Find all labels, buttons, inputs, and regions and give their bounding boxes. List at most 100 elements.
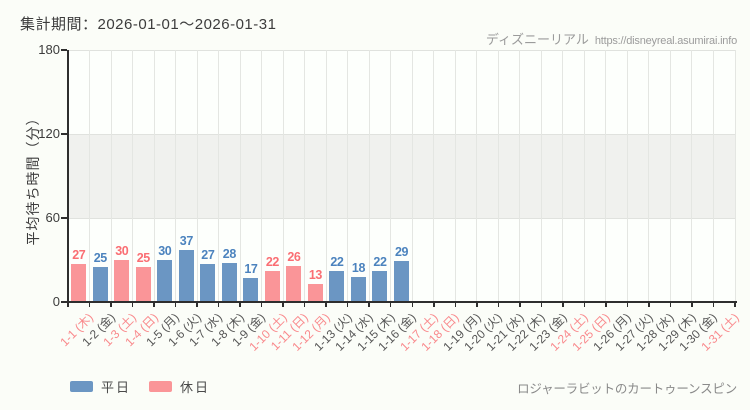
bar (135, 267, 151, 302)
bar-value-label: 25 (93, 251, 108, 265)
v-gridline (239, 50, 241, 302)
legend-label-weekday: 平日 (101, 380, 132, 395)
v-gridline (132, 50, 134, 302)
x-tick-mark (411, 302, 413, 307)
shaded-band (68, 134, 735, 218)
v-gridline (110, 50, 112, 302)
v-gridline (540, 50, 542, 302)
x-tick-mark (325, 302, 327, 307)
x-tick-mark (346, 302, 349, 307)
y-tick-mark (61, 133, 67, 135)
x-tick-mark (734, 302, 736, 307)
attraction-name: ロジャーラビットのカートゥーンスピン (517, 382, 737, 396)
x-tick-mark (196, 302, 198, 307)
v-gridline (411, 50, 413, 302)
h-gridline (68, 218, 735, 219)
v-gridline (282, 50, 284, 302)
bar-value-label: 18 (351, 260, 366, 275)
bar (372, 271, 388, 302)
bar (394, 261, 409, 302)
y-tick-label: 0 (52, 294, 60, 309)
bar (264, 271, 280, 302)
bar (92, 267, 108, 302)
watermark-url: https://disneyreal.asumirai.info (594, 35, 737, 47)
bar (221, 262, 237, 302)
v-gridline (433, 50, 435, 302)
x-tick-mark (153, 302, 155, 307)
x-tick-mark (217, 302, 220, 307)
legend: 平日 休日 (70, 377, 210, 396)
bar-value-label: 30 (158, 244, 172, 258)
h-gridline (68, 50, 735, 51)
v-gridline (175, 50, 177, 302)
bar (243, 278, 259, 302)
x-tick-mark (605, 302, 607, 307)
bar-value-label: 27 (201, 248, 215, 263)
x-tick-mark (67, 302, 69, 307)
x-tick-mark (583, 302, 586, 307)
x-tick-mark (648, 302, 650, 307)
v-gridline (368, 50, 370, 302)
bar (200, 264, 216, 302)
watermark-site-name: ディズニーリアル (485, 32, 589, 47)
y-tick-label: 60 (45, 210, 60, 225)
y-tick-label: 180 (38, 42, 60, 57)
x-tick-mark (476, 302, 478, 307)
legend-item-holiday[interactable]: 休日 (149, 377, 210, 396)
v-gridline (325, 50, 327, 302)
legend-swatch-holiday (149, 381, 173, 392)
v-gridline (562, 50, 564, 302)
bar (329, 271, 345, 302)
plot-area: 27 1-1 (木) 25 1-2 (金) 30 1-3 (土) 25 1-4 (日) 30 1-… (57, 50, 742, 354)
y-axis-line (67, 50, 69, 303)
x-tick-mark (497, 302, 500, 307)
bar (114, 260, 130, 302)
x-tick-mark (389, 302, 392, 307)
v-gridline (583, 50, 585, 302)
bar-value-label: 27 (72, 248, 86, 263)
x-tick-mark (669, 302, 672, 307)
bar (178, 250, 194, 302)
x-tick-mark (712, 302, 715, 307)
x-tick-mark (691, 302, 693, 307)
v-gridline (497, 50, 499, 302)
bar-value-label: 25 (136, 251, 151, 265)
v-gridline (390, 50, 392, 302)
watermark: ディズニーリアル https://disneyreal.asumirai.info (486, 29, 737, 49)
y-tick-mark (61, 301, 67, 303)
v-gridline (347, 50, 349, 302)
bar-value-label: 37 (179, 234, 194, 249)
period-label: 集計期間：2026-01-01～2026-01-31 (20, 16, 277, 33)
v-gridline (304, 50, 306, 302)
x-tick-mark (131, 302, 134, 307)
bar-value-label: 22 (330, 255, 344, 270)
bar (71, 264, 87, 302)
bar-value-label: 22 (265, 255, 280, 270)
v-gridline (153, 50, 155, 302)
v-gridline (519, 50, 521, 302)
bar-value-label: 26 (287, 249, 301, 264)
x-tick-mark (562, 302, 564, 307)
x-tick-mark (174, 302, 177, 307)
x-tick-mark (110, 302, 112, 307)
bar (307, 283, 323, 302)
v-gridline (89, 50, 91, 302)
bar-value-label: 17 (244, 262, 258, 277)
bar-value-label: 30 (115, 244, 129, 258)
v-gridline (712, 50, 714, 302)
x-tick-mark (303, 302, 306, 307)
legend-swatch-weekday (70, 381, 93, 392)
v-gridline (218, 50, 220, 302)
x-tick-mark (433, 302, 435, 307)
bar (286, 265, 302, 302)
x-tick-mark (282, 302, 284, 307)
x-tick-mark (260, 302, 263, 307)
y-tick-mark (61, 217, 67, 219)
bar-value-label: 22 (373, 255, 387, 270)
legend-item-weekday[interactable]: 平日 (70, 377, 131, 396)
v-gridline (261, 50, 263, 302)
x-tick-mark (540, 302, 543, 307)
x-tick-mark (239, 302, 241, 307)
bar (350, 276, 366, 302)
